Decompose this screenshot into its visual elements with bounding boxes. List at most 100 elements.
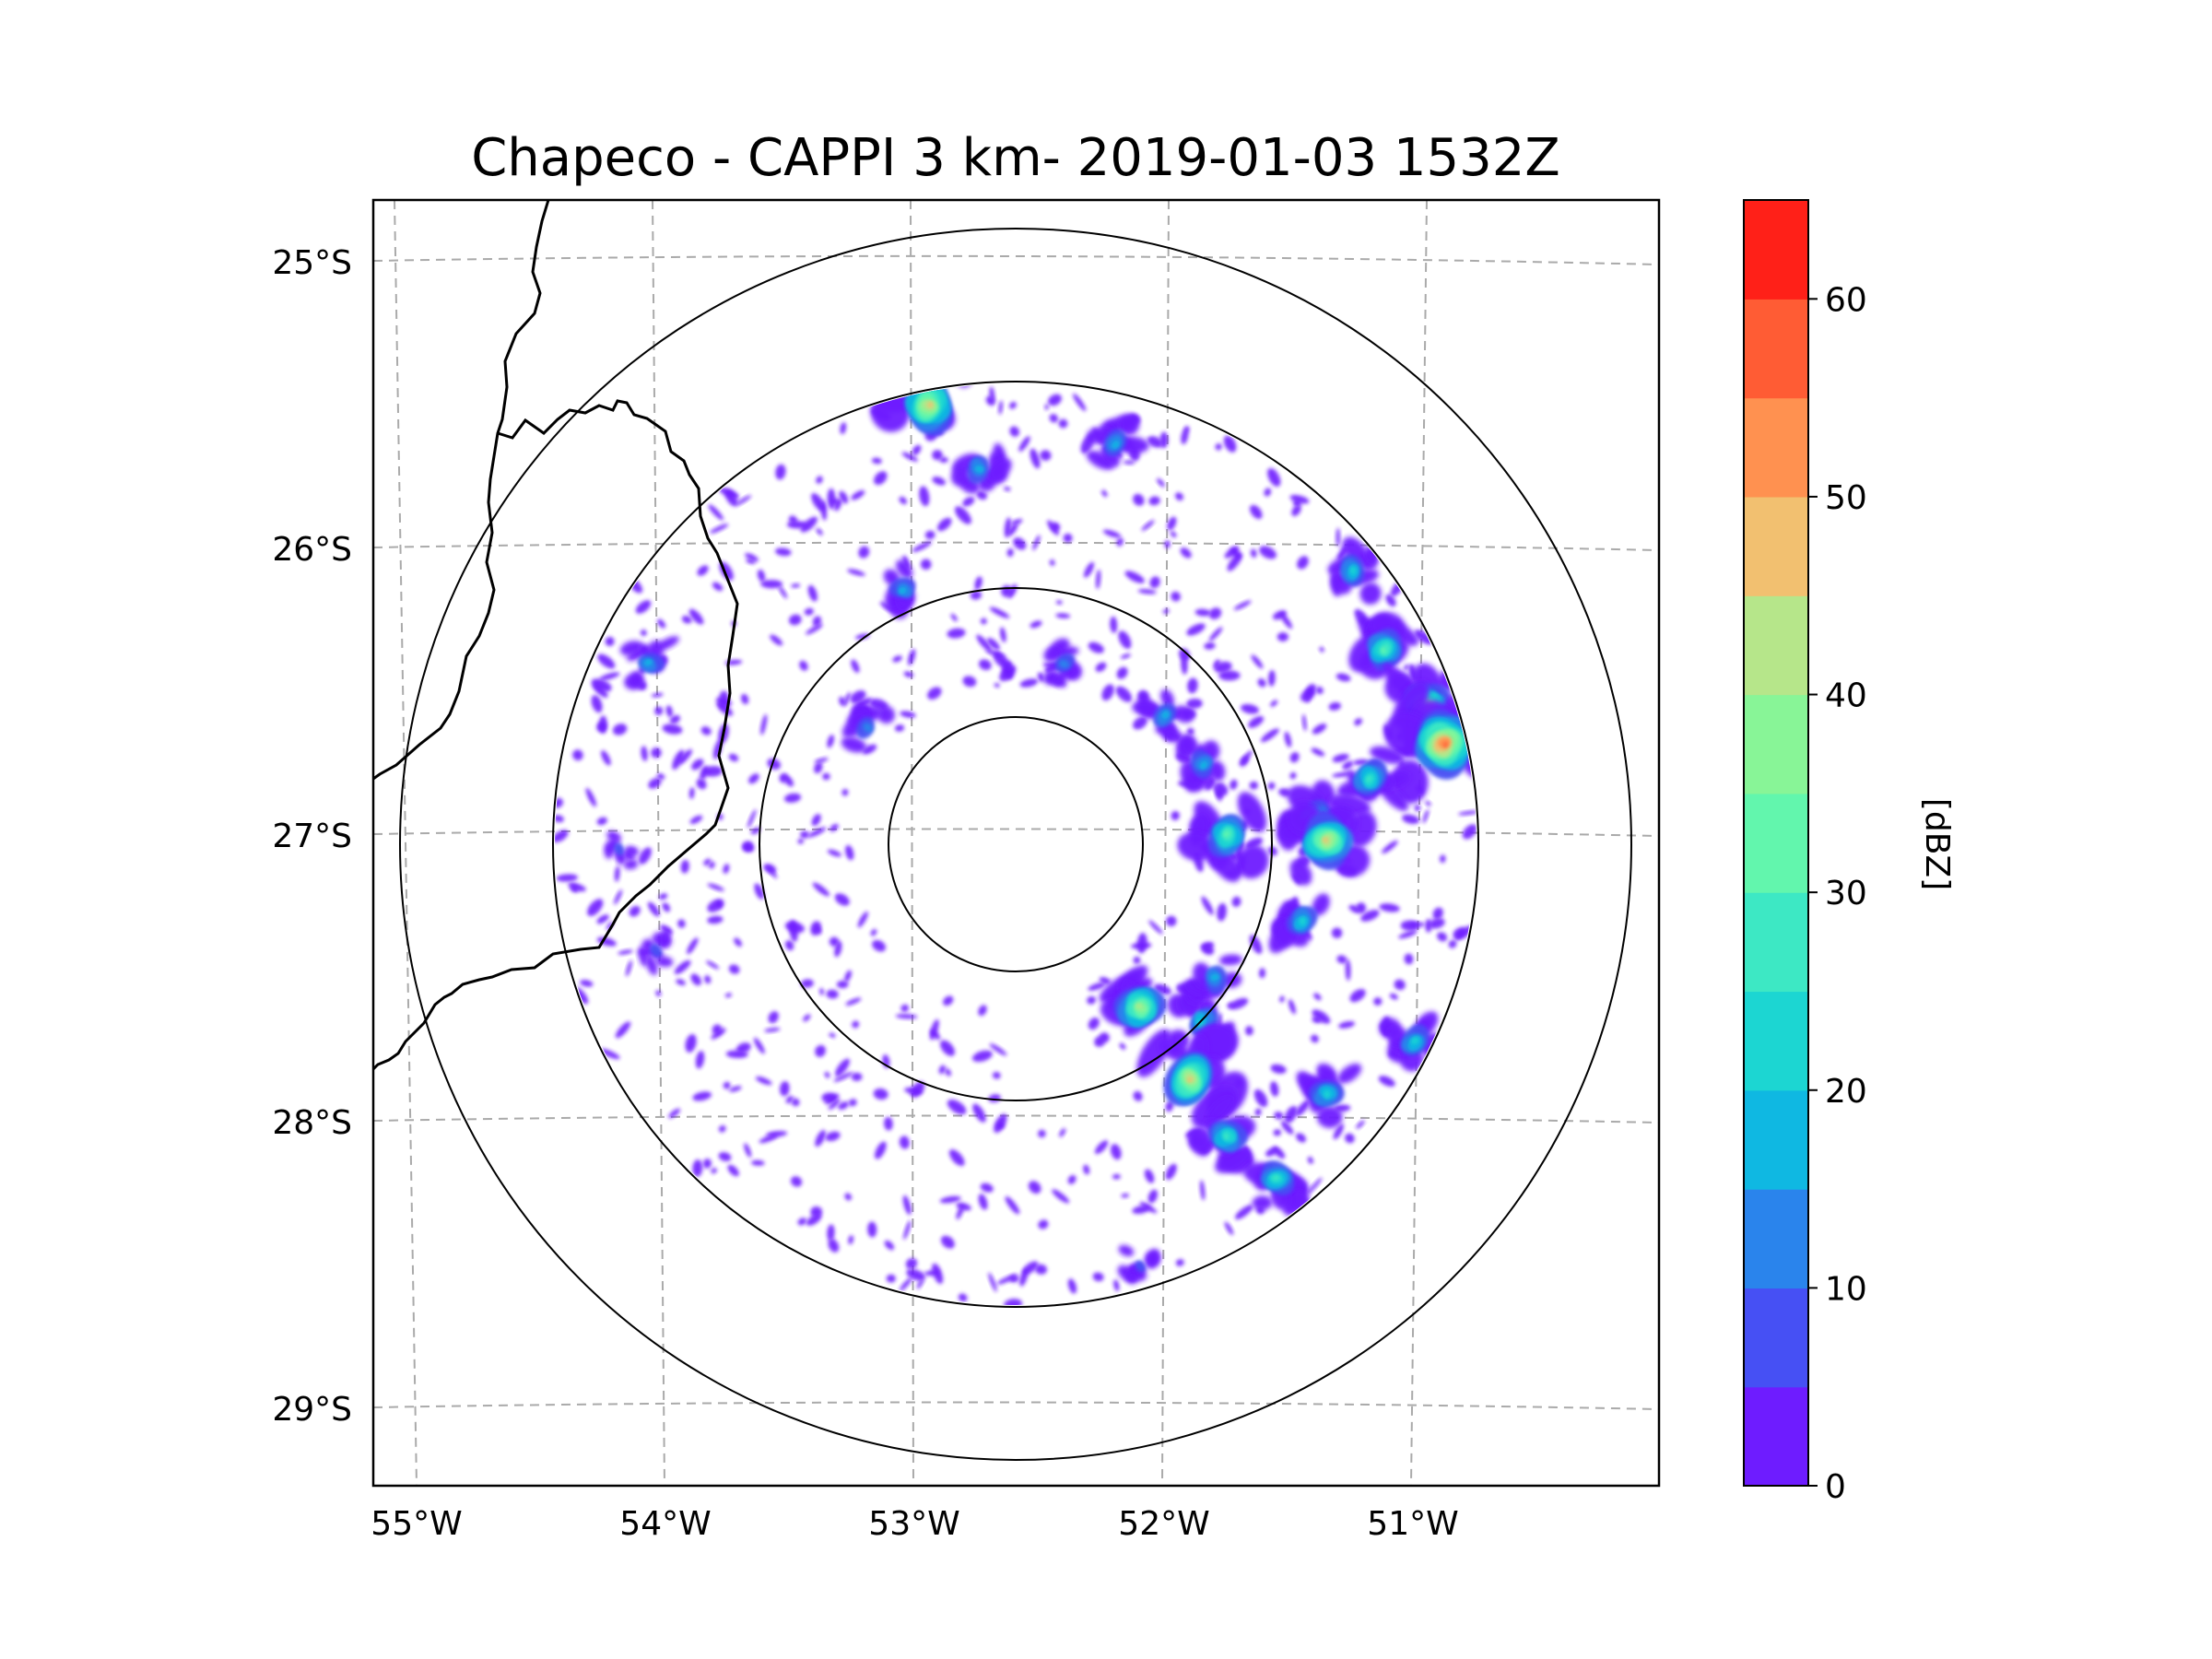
reflectivity-echo	[800, 516, 818, 533]
border-paraguay-brazil	[373, 200, 550, 781]
reflectivity-echo	[1251, 654, 1264, 669]
reflectivity-echo	[658, 893, 668, 900]
reflectivity-echo	[1422, 809, 1430, 824]
reflectivity-echo	[845, 845, 854, 861]
reflectivity-echo	[1291, 505, 1301, 516]
reflectivity-echo	[816, 925, 821, 935]
reflectivity-echo	[1147, 1189, 1159, 1204]
reflectivity-echo	[836, 980, 849, 989]
reflectivity-echo	[1175, 492, 1183, 501]
reflectivity-echo	[989, 458, 1012, 481]
reflectivity-echo	[1132, 700, 1160, 716]
reflectivity-echo	[665, 705, 673, 718]
reflectivity-echo	[851, 489, 865, 500]
reflectivity-echo	[971, 1050, 993, 1063]
range-rings	[399, 228, 1632, 1461]
reflectivity-echo	[806, 623, 823, 635]
reflectivity-echo	[1345, 1133, 1355, 1144]
reflectivity-echo	[1267, 467, 1281, 487]
reflectivity-echo	[757, 569, 766, 582]
reflectivity-echo	[894, 724, 905, 732]
reflectivity-echo	[725, 1050, 748, 1058]
reflectivity-echo	[924, 530, 935, 540]
reflectivity-echo	[596, 722, 606, 733]
radar-map	[373, 200, 1659, 1486]
reflectivity-echo	[1378, 1076, 1395, 1087]
reflectivity-echo	[1284, 1106, 1298, 1124]
reflectivity-echo	[784, 940, 794, 951]
reflectivity-echo	[900, 711, 916, 718]
reflectivity-echo	[829, 1032, 836, 1038]
reflectivity-echo	[780, 1081, 790, 1097]
reflectivity-echo	[690, 973, 701, 986]
reflectivity-echo	[841, 736, 867, 753]
reflectivity-echo	[775, 547, 792, 557]
reflectivity-echo	[1110, 616, 1118, 633]
reflectivity-echo	[1035, 1264, 1047, 1275]
reflectivity-echo	[955, 506, 971, 524]
reflectivity-echo	[1119, 1042, 1126, 1050]
reflectivity-echo	[1170, 531, 1177, 538]
reflectivity-echo	[1088, 1017, 1100, 1030]
reflectivity-echo	[903, 671, 914, 677]
reflectivity-echo	[1118, 1244, 1135, 1257]
gridline-lat-28	[373, 1114, 1659, 1124]
reflectivity-echo	[989, 606, 1010, 618]
reflectivity-echo	[898, 587, 907, 594]
reflectivity-echo	[1099, 977, 1112, 984]
reflectivity-echo	[920, 559, 932, 571]
reflectivity-echo	[1218, 670, 1241, 681]
reflectivity-echo	[754, 883, 764, 900]
reflectivity-echo	[834, 498, 842, 512]
reflectivity-echo	[1116, 666, 1128, 679]
reflectivity-echo	[1133, 956, 1141, 964]
reflectivity-echo	[1175, 1259, 1184, 1266]
reflectivity-echo	[1284, 731, 1292, 747]
reflectivity-echo	[1058, 659, 1070, 668]
reflectivity-echo	[1133, 1090, 1143, 1101]
reflectivity-echo	[1165, 1100, 1174, 1112]
reflectivity-echo	[1312, 893, 1330, 916]
reflectivity-echo	[1317, 1106, 1343, 1128]
reflectivity-echo	[1379, 903, 1400, 912]
reflectivity-echo	[751, 1159, 765, 1166]
reflectivity-echo	[657, 618, 666, 629]
reflectivity-echo	[596, 914, 609, 924]
reflectivity-echo	[1011, 519, 1023, 525]
reflectivity-echo	[555, 830, 569, 842]
reflectivity-echo	[978, 1005, 987, 1017]
reflectivity-echo	[1380, 647, 1386, 654]
reflectivity-echo	[994, 683, 1000, 688]
reflectivity-echo	[623, 859, 639, 870]
reflectivity-echo	[728, 964, 740, 974]
reflectivity-echo	[1133, 716, 1147, 730]
reflectivity-echo	[800, 979, 814, 988]
reflectivity-echo	[1268, 670, 1276, 687]
reflectivity-echo	[815, 1130, 826, 1147]
reflectivity-echo	[742, 841, 754, 852]
reflectivity-echo	[1094, 1036, 1105, 1047]
reflectivity-echo	[606, 922, 614, 931]
reflectivity-echo	[708, 504, 724, 521]
reflectivity-echo	[1268, 846, 1277, 856]
reflectivity-echo	[1157, 477, 1165, 488]
reflectivity-echo	[947, 1100, 967, 1115]
reflectivity-echo	[857, 911, 868, 928]
reflectivity-echo	[1147, 436, 1163, 448]
reflectivity-echo	[839, 490, 849, 504]
reflectivity-echo	[655, 990, 662, 997]
reflectivity-echo	[1336, 955, 1347, 964]
reflectivity-echo	[619, 641, 643, 656]
reflectivity-echo	[1254, 1108, 1262, 1116]
reflectivity-echo	[1273, 1129, 1281, 1136]
reflectivity-echo	[1289, 771, 1297, 780]
reflectivity-echo	[789, 920, 798, 942]
reflectivity-echo	[1088, 982, 1106, 991]
reflectivity-echo	[707, 899, 724, 912]
reflectivity-echo	[1348, 904, 1360, 913]
reflectivity-echo	[766, 1131, 788, 1137]
reflectivity-echo	[1335, 527, 1340, 547]
colorbar: 0 10 20 30 40 50 60 [dBZ]	[1743, 199, 1956, 1506]
reflectivity-echo	[980, 618, 987, 625]
